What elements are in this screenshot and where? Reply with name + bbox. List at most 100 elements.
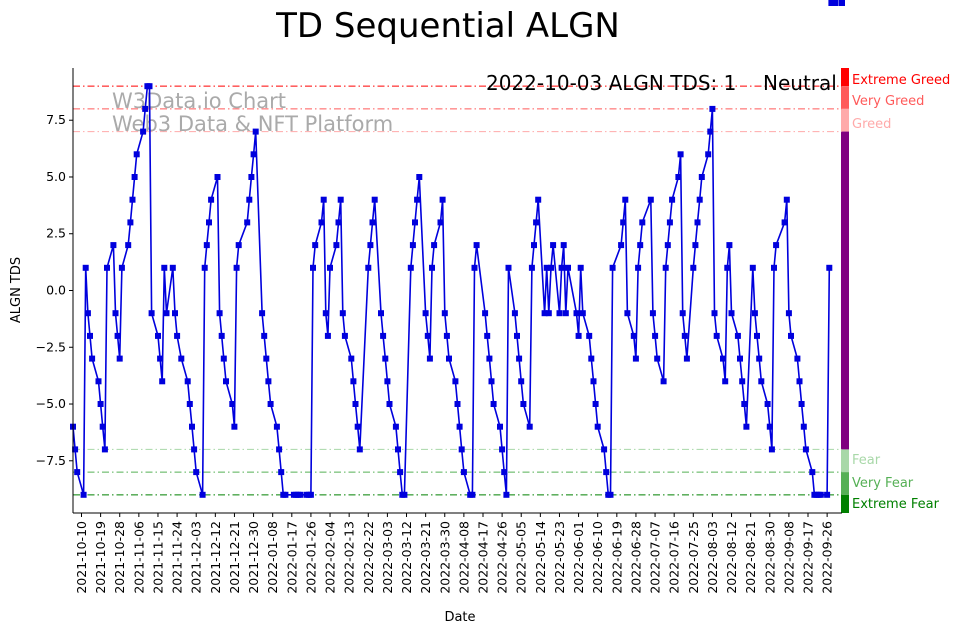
data-point — [371, 196, 378, 203]
data-point — [503, 491, 510, 498]
data-point — [798, 401, 805, 407]
data-point — [696, 196, 703, 203]
data-point — [199, 491, 206, 498]
x-tick-label: 2022-07-16 — [667, 521, 682, 594]
watermark-line-2: Web3 Data & NFT Platform — [112, 112, 393, 136]
data-point — [104, 264, 110, 271]
x-tick-label: 2022-06-01 — [571, 521, 586, 594]
x-tick-label: 2022-04-17 — [475, 521, 490, 594]
data-point — [426, 355, 433, 362]
data-point — [660, 378, 667, 385]
data-point — [460, 469, 467, 476]
data-point — [635, 264, 642, 271]
zone-label-extreme-fear: Extreme Fear — [852, 497, 940, 512]
data-point — [189, 423, 195, 430]
x-tick-label: 2021-11-15 — [150, 521, 165, 594]
x-tick-label: 2021-10-28 — [112, 521, 127, 594]
data-point — [191, 446, 198, 453]
x-tick-label: 2022-03-12 — [399, 521, 414, 594]
data-point — [741, 401, 748, 407]
data-point — [497, 423, 503, 430]
zone-label-fear: Fear — [852, 453, 881, 468]
data-point — [116, 355, 123, 362]
data-point — [125, 242, 132, 249]
data-point — [244, 219, 251, 226]
data-point — [705, 151, 712, 158]
data-point — [647, 196, 654, 203]
data-point — [739, 378, 746, 385]
data-point — [514, 332, 520, 339]
data-point — [558, 264, 565, 271]
y-tick-label: 7.5 — [46, 112, 66, 127]
x-tick-label: 2022-07-25 — [686, 521, 701, 594]
data-point — [796, 378, 803, 385]
data-point — [683, 355, 690, 362]
data-point — [231, 423, 238, 430]
data-point — [692, 242, 699, 249]
data-point — [471, 264, 478, 271]
data-point — [273, 423, 280, 430]
x-tick-label: 2022-06-19 — [609, 521, 624, 594]
data-point — [839, 0, 845, 6]
data-point — [809, 469, 816, 476]
data-point — [169, 264, 176, 271]
data-point — [401, 491, 408, 498]
x-tick-label: 2022-03-21 — [418, 521, 433, 594]
data-point — [785, 310, 792, 317]
data-point — [535, 196, 542, 203]
data-point — [533, 219, 540, 226]
data-point — [201, 264, 208, 271]
data-point — [541, 310, 548, 317]
x-tick-label: 2022-02-04 — [323, 521, 338, 594]
data-point — [348, 355, 355, 362]
data-point — [118, 264, 125, 271]
x-tick-label: 2022-04-08 — [456, 521, 471, 594]
x-tick-label: 2022-09-08 — [781, 521, 796, 594]
data-point — [679, 310, 686, 317]
x-tick-label: 2021-12-30 — [246, 521, 261, 594]
data-point — [148, 310, 155, 317]
data-point — [488, 378, 495, 385]
data-point — [722, 378, 729, 385]
data-point — [601, 446, 608, 453]
data-point — [101, 446, 108, 453]
data-point — [654, 355, 661, 362]
sentiment-bands — [841, 68, 849, 513]
data-point — [407, 264, 414, 271]
x-tick-label: 2022-08-30 — [762, 521, 777, 594]
zone-label-very-fear: Very Fear — [852, 476, 914, 491]
data-point — [832, 0, 839, 6]
data-point — [664, 242, 671, 249]
data-point — [749, 264, 756, 271]
data-point — [159, 378, 166, 385]
data-point — [713, 332, 720, 339]
data-point — [817, 491, 824, 498]
data-point — [531, 242, 537, 249]
x-tick-label: 2022-09-17 — [801, 521, 816, 594]
sentiment-band — [841, 131, 849, 450]
data-point — [131, 174, 138, 180]
data-point — [333, 242, 340, 249]
data-point — [439, 196, 446, 203]
data-point — [618, 242, 625, 249]
data-point — [429, 264, 435, 271]
data-point — [74, 469, 81, 476]
x-tick-label: 2021-12-03 — [189, 521, 204, 594]
data-point — [172, 310, 178, 317]
x-tick-label: 2022-06-10 — [590, 521, 605, 594]
data-point — [416, 174, 423, 180]
data-point — [265, 378, 272, 385]
data-point — [764, 401, 771, 407]
data-point — [441, 310, 448, 317]
data-point — [698, 174, 705, 180]
data-point — [261, 332, 268, 339]
data-point — [412, 219, 418, 226]
data-point — [320, 196, 327, 203]
data-point — [267, 401, 274, 407]
data-point — [312, 242, 319, 249]
data-point — [250, 151, 257, 158]
x-tick-label: 2022-01-17 — [284, 521, 299, 594]
data-point — [652, 332, 659, 339]
latest-tds-label: 2022-10-03 ALGN TDS: 1 — [486, 71, 736, 95]
